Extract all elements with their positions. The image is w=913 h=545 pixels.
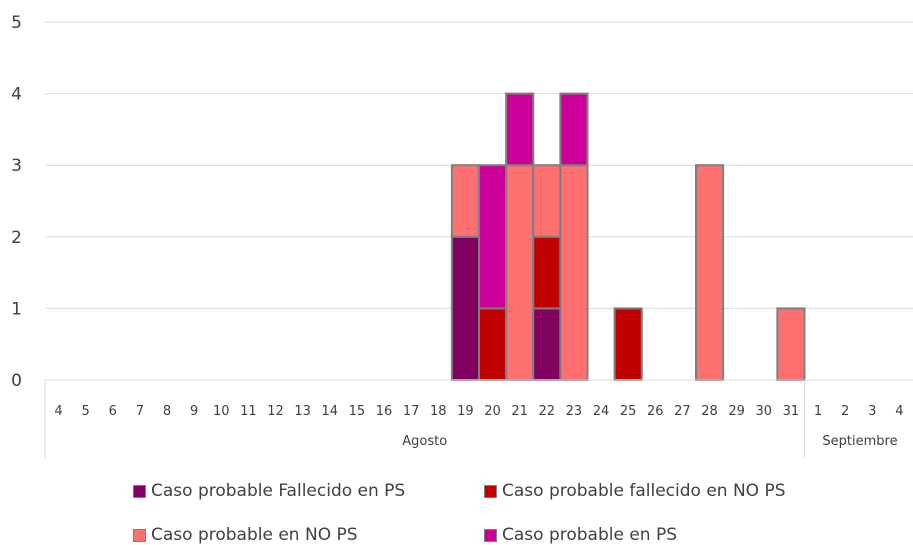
x-tick-label: 13: [294, 404, 311, 419]
x-tick-label: 7: [136, 404, 144, 419]
bar-segment: [532, 307, 562, 381]
x-tick-label: 6: [109, 404, 117, 419]
x-tick-label: 4: [895, 404, 903, 419]
bar-segment: [478, 307, 508, 381]
x-tick-label: 27: [674, 404, 691, 419]
x-tick-label: 25: [620, 404, 637, 419]
legend-swatch-fallecido-ps: [133, 484, 146, 498]
bar-segment: [559, 164, 589, 381]
legend-swatch-ps: [484, 528, 497, 542]
bar-segment: [505, 164, 535, 381]
legend-label-no-ps: Caso probable en NO PS: [151, 525, 358, 545]
x-tick-label: 14: [322, 404, 339, 419]
x-tick-label: 23: [566, 404, 583, 419]
y-tick-label: 0: [11, 371, 22, 391]
x-tick-label: 31: [783, 404, 800, 419]
x-tick-label: 24: [593, 404, 610, 419]
y-tick-label: 2: [11, 228, 22, 248]
y-tick-label: 3: [11, 156, 22, 176]
legend-label-ps: Caso probable en PS: [502, 525, 678, 545]
y-axis-tick-labels: 0 1 2 3 4 5: [11, 13, 22, 391]
x-tick-label: 9: [190, 404, 198, 419]
x-tick-label: 19: [457, 404, 474, 419]
x-tick-label: 29: [728, 404, 745, 419]
x-tick-label: 26: [647, 404, 664, 419]
bar-segment: [450, 235, 480, 381]
bar-segment: [559, 92, 589, 167]
x-group-label: Septiembre: [822, 434, 897, 449]
legend-label-fallecido-no-ps: Caso probable fallecido en NO PS: [502, 481, 786, 501]
x-tick-label: 16: [376, 404, 393, 419]
x-tick-label: 5: [82, 404, 90, 419]
x-tick-label: 20: [484, 404, 501, 419]
x-tick-label: 2: [841, 404, 849, 419]
x-tick-label: 30: [756, 404, 773, 419]
x-tick-label: 15: [349, 404, 366, 419]
y-tick-label: 4: [11, 85, 22, 105]
bar-segment: [532, 235, 562, 310]
bar-segment: [532, 164, 562, 238]
legend-item-fallecido-ps: Caso probable Fallecido en PS: [133, 481, 405, 501]
legend-swatch-no-ps: [133, 528, 146, 542]
y-tick-label: 1: [11, 299, 22, 319]
bar-segment: [450, 164, 480, 238]
bar-segment: [695, 164, 725, 381]
y-tick-label: 5: [11, 13, 22, 33]
x-tick-label: 3: [868, 404, 876, 419]
x-tick-label: 11: [240, 404, 257, 419]
bars: [450, 92, 806, 381]
x-tick-label: 4: [54, 404, 62, 419]
x-tick-label: 17: [403, 404, 420, 419]
bar-segment: [478, 164, 508, 310]
legend-label-fallecido-ps: Caso probable Fallecido en PS: [151, 481, 406, 501]
x-tick-label: 28: [701, 404, 718, 419]
legend-swatch-fallecido-no-ps: [484, 484, 497, 498]
legend-item-ps: Caso probable en PS: [484, 525, 677, 545]
x-tick-label: 22: [539, 404, 556, 419]
x-axis-tick-labels: 4 5 6 7 8 9 10 11 12 13 14 15 16 17 18 19 20 21 22 23 24 25 26…: [54, 404, 903, 419]
x-tick-label: 21: [511, 404, 528, 419]
legend-item-fallecido-no-ps: Caso probable fallecido en NO PS: [484, 481, 786, 501]
x-tick-label: 12: [267, 404, 284, 419]
bar-segment: [613, 307, 643, 381]
x-tick-label: 10: [213, 404, 230, 419]
x-tick-label: 1: [814, 404, 822, 419]
legend-item-no-ps: Caso probable en NO PS: [133, 525, 358, 545]
x-group-label: Agosto: [402, 434, 447, 449]
bar-segment: [505, 92, 535, 167]
bar-segment: [776, 307, 806, 381]
x-axis-group-labels: Agosto Septiembre: [44, 380, 898, 458]
x-tick-label: 8: [163, 404, 171, 419]
x-tick-label: 18: [430, 404, 447, 419]
